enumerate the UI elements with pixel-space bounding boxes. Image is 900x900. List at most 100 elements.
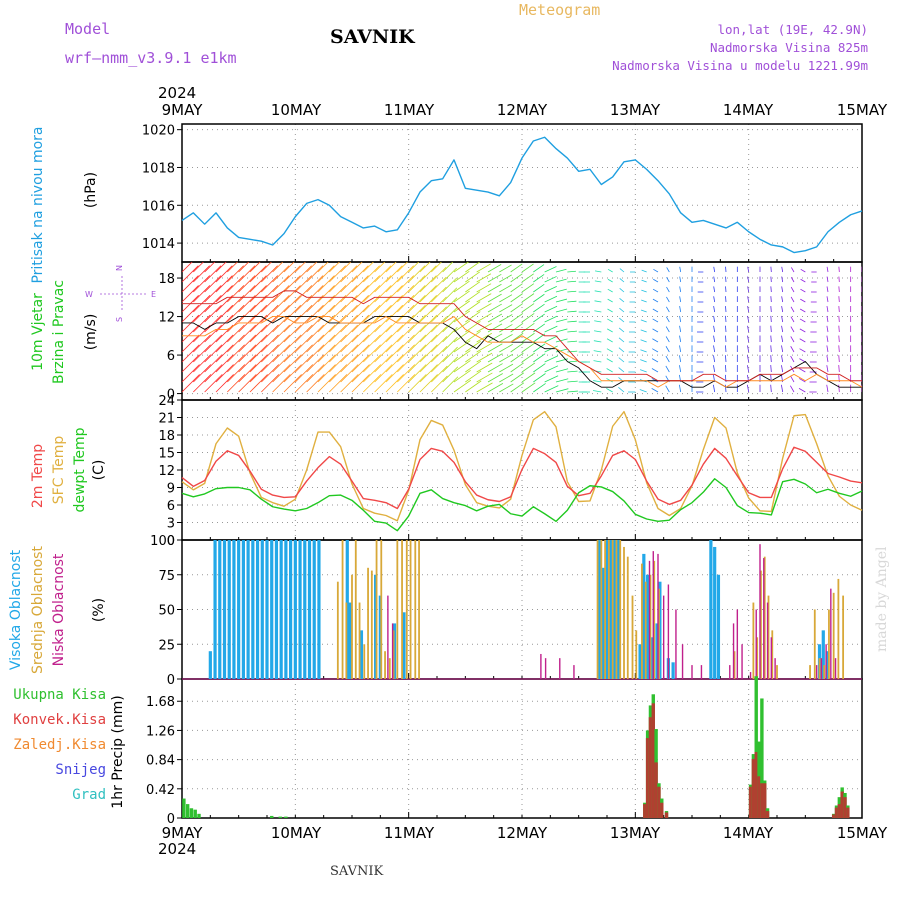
wind-arrow — [544, 385, 559, 393]
wind-arrow — [238, 304, 256, 323]
wind-arrow — [272, 344, 291, 363]
wind-arrow — [453, 320, 471, 333]
wind-arrow — [193, 344, 211, 363]
wind-arrow — [544, 276, 557, 283]
wind-arrow — [555, 318, 568, 323]
wind-arrow — [799, 358, 806, 363]
wind-arrow — [790, 316, 795, 323]
high-cloud-bar — [642, 553, 646, 679]
wind-arrow — [295, 262, 306, 273]
wind-arrow — [533, 343, 546, 353]
wind-arrow — [521, 283, 535, 293]
footer-station: SAVNIK — [330, 864, 384, 879]
wind-arrow — [510, 303, 524, 313]
wind-arrow — [261, 314, 279, 333]
wind-arrow — [770, 325, 772, 333]
wind-arrow — [487, 323, 503, 333]
wind-arrow — [619, 307, 625, 313]
wind-arrow — [385, 295, 403, 313]
wind-arrow — [431, 346, 448, 363]
wind-arrow — [510, 283, 523, 293]
mid-cloud-bar — [653, 560, 656, 679]
wind-arrow — [798, 378, 806, 383]
high-cloud-bar — [713, 546, 717, 679]
wind-arrow — [826, 276, 829, 283]
wind-arrow — [666, 296, 670, 303]
wind-arrow — [182, 344, 200, 363]
wind-arrow — [666, 286, 670, 293]
wind-arrow — [215, 344, 234, 363]
high-cloud-bar — [289, 540, 293, 679]
wind-arrow — [487, 353, 503, 363]
wind-arrow — [510, 323, 524, 333]
wind-arrow — [215, 304, 234, 323]
wind-arrow — [453, 270, 470, 283]
wind-arrow — [747, 355, 750, 363]
wind-arrow — [340, 324, 358, 343]
wind-arrow — [499, 264, 512, 273]
wind-arrow — [770, 296, 772, 303]
wind-arrow — [215, 354, 234, 373]
high-cloud-bar — [298, 540, 302, 679]
wind-arrow — [453, 340, 471, 353]
wind-arrow — [215, 374, 234, 393]
wind-arrow — [306, 262, 318, 273]
wind-arrow — [639, 389, 647, 393]
wind-arrow — [306, 364, 325, 383]
top-date-axis: 9MAY 10MAY 11MAY 12MAY 13MAY 14MAY 15MAY — [162, 101, 888, 119]
wind-arrow — [261, 295, 279, 313]
wind-arrow — [317, 364, 336, 383]
wind-arrow — [204, 265, 222, 283]
high-cloud-bar — [232, 540, 236, 679]
wind-arrow — [385, 314, 404, 333]
wind-arrow — [329, 374, 348, 393]
wind-arrow — [419, 354, 438, 373]
wind-arrow — [665, 355, 670, 363]
top-date-label: 11MAY — [384, 101, 435, 119]
wind-arrow — [283, 344, 302, 363]
wind-arrow — [374, 364, 393, 383]
mid-cloud-bar — [351, 574, 353, 679]
wind-arrow — [652, 318, 659, 323]
wind-arrow — [593, 340, 602, 343]
wind-arrow — [295, 334, 313, 353]
wind-arrow — [363, 295, 381, 313]
wind-arrow — [679, 325, 682, 333]
wind-arrow — [679, 365, 682, 373]
wind-arrow — [193, 334, 211, 353]
wind-arrow — [747, 276, 750, 283]
wind-arrow — [227, 374, 246, 393]
wind-arrow — [227, 324, 245, 343]
wind-arrow — [306, 275, 324, 293]
mid-cloud-bar — [358, 602, 361, 679]
compass-s: S — [115, 317, 124, 322]
wind-arrow — [713, 325, 716, 333]
top-date-label: 15MAY — [837, 101, 888, 119]
high-cloud-bar — [821, 630, 825, 679]
wind-arrow — [567, 390, 578, 393]
high-cloud-bar — [348, 602, 352, 679]
wind-arrow — [679, 315, 682, 323]
mid-cloud-bar — [641, 563, 643, 679]
wind-arrow — [317, 265, 335, 283]
wind-arrow — [351, 265, 369, 283]
wind-arrow — [725, 306, 727, 313]
wind-arrow — [555, 388, 569, 393]
wind-arrow — [476, 273, 492, 283]
mid-cloud-bar — [809, 665, 811, 679]
wind-arrow — [826, 266, 829, 273]
mid-cloud-bar — [832, 592, 835, 679]
temp2m-line — [181, 446, 863, 510]
sfc-temp-line — [181, 410, 863, 522]
wind-arrow — [215, 295, 233, 313]
wind-arrow — [351, 275, 369, 293]
wind-arrow — [408, 334, 427, 353]
wind-arrow — [182, 364, 200, 383]
wind-arrow — [652, 308, 659, 313]
wind-arrow — [442, 262, 454, 273]
wind-arrow — [619, 268, 625, 273]
wind-arrow — [249, 344, 268, 363]
panel-2: 0 3 6 9 12 15 18 21 24 — [158, 394, 863, 549]
wind-arrow — [640, 309, 647, 313]
wind-arrow — [329, 354, 347, 373]
